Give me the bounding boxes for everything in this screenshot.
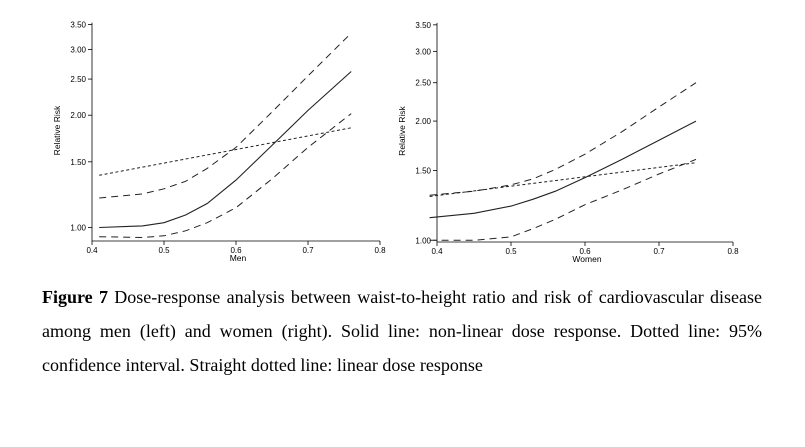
y-tick-label: 2.50 [70,75,86,84]
figure-label: Figure 7 [42,287,108,307]
y-tick-label: 1.50 [415,167,431,176]
x-tick-label: 0.7 [653,247,665,256]
women-panel: 1.00 1.50 2.00 2.50 3.00 3.50 0.4 0.5 0.6 0.7 0.8 W… [397,21,739,264]
y-tick-label: 3.00 [415,47,431,56]
y-tick-label: 1.00 [415,236,431,245]
y-tick-label: 3.50 [415,21,431,30]
y-tick-label: 3.00 [70,46,86,55]
confidence-band-line [429,82,697,196]
x-axis-title: Women [572,254,601,264]
confidence-band-line [99,32,352,199]
dose-response-charts: 1.00 1.50 2.00 2.50 3.00 3.50 0.4 0.5 0.6 0.7 0.8 M… [52,21,739,264]
linear-trend-line [429,162,697,197]
x-tick-label: 0.4 [86,246,98,255]
x-axis-title: Men [230,253,247,263]
x-tick-label: 0.6 [230,246,242,255]
x-tick-label: 0.5 [158,246,170,255]
y-tick-label: 3.50 [70,21,86,30]
figure-caption: Figure 7 Dose-response analysis between … [42,280,762,382]
x-tick-label: 0.6 [579,247,591,256]
nonlinear-curve [429,120,697,219]
x-tick-label: 0.8 [374,246,386,255]
y-tick-label: 2.00 [70,111,86,120]
y-tick-label: 1.00 [70,223,86,232]
x-tick-label: 0.4 [431,247,443,256]
x-tick-label: 0.8 [727,247,739,256]
linear-trend-line [99,127,352,176]
caption-text: Dose-response analysis between waist-to-… [42,287,762,375]
x-tick-label: 0.5 [505,247,517,256]
nonlinear-curve [99,71,352,229]
x-tick-label: 0.7 [302,246,314,255]
y-tick-label: 1.50 [70,158,86,167]
men-panel: 1.00 1.50 2.00 2.50 3.00 3.50 0.4 0.5 0.6 0.7 0.8 M… [52,21,386,263]
confidence-band-line [429,158,697,241]
confidence-band-line [99,113,352,239]
y-axis-title: Relative Risk [397,105,407,155]
y-tick-label: 2.00 [415,117,431,126]
y-axis-title: Relative Risk [52,105,62,155]
y-tick-label: 2.50 [415,79,431,88]
